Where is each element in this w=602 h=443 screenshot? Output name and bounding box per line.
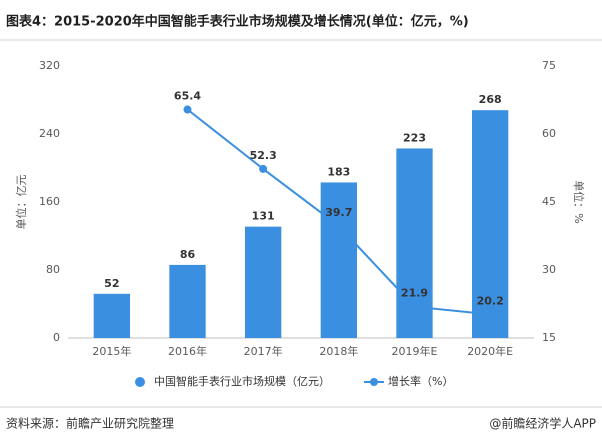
y-axis-label: 单位：亿元 [14, 175, 28, 230]
bar-value-label: 52 [104, 277, 119, 290]
line-value-label: 20.2 [477, 294, 504, 307]
bar [472, 110, 509, 338]
y-tick-label: 240 [39, 127, 60, 140]
legend-label: 中国智能手表行业市场规模（亿元） [154, 374, 330, 388]
line-value-label: 39.7 [325, 206, 352, 219]
growth-point [486, 310, 495, 319]
y2-tick-label: 30 [542, 263, 556, 276]
bar [169, 264, 206, 338]
source: 资料来源：前瞻产业研究院整理 [6, 416, 174, 431]
y-tick-label: 80 [46, 263, 60, 276]
legend-swatch [370, 378, 378, 386]
y2-tick-label: 45 [542, 195, 556, 208]
chart-title: 图表4：2015-2020年中国智能手表行业市场规模及增长情况(单位：亿元，%) [6, 14, 469, 30]
bar-value-label: 131 [252, 210, 275, 223]
bar-value-label: 223 [403, 131, 426, 144]
legend-label: 增长率（%） [388, 374, 453, 388]
y2-axis-label: 单位：% [572, 180, 586, 223]
y2-tick-label: 75 [542, 59, 556, 72]
x-tick-label: 2019年E [392, 344, 438, 358]
bar [93, 293, 130, 338]
bar [320, 182, 357, 338]
x-tick-label: 2018年 [319, 344, 358, 358]
growth-point [259, 164, 268, 173]
x-tick-label: 2020年E [467, 344, 513, 358]
x-tick-label: 2017年 [244, 344, 283, 358]
y-tick-label: 320 [39, 59, 60, 72]
line-value-label: 52.3 [250, 149, 277, 162]
bar-value-label: 86 [180, 248, 196, 261]
x-tick-label: 2016年 [168, 344, 207, 358]
footer: @前瞻经济学人APP [489, 416, 596, 431]
y2-tick-label: 15 [542, 331, 556, 344]
y2-tick-label: 60 [542, 127, 556, 140]
line-value-label: 21.9 [401, 287, 428, 300]
growth-point [410, 302, 419, 311]
y-tick-label: 160 [39, 195, 60, 208]
bar-value-label: 183 [327, 165, 350, 178]
bar [245, 226, 282, 338]
growth-point [334, 222, 343, 231]
growth-point [183, 105, 192, 114]
x-tick-label: 2015年 [92, 344, 131, 358]
y-tick-label: 0 [53, 331, 60, 344]
line-value-label: 65.4 [174, 90, 201, 103]
legend-swatch [135, 377, 145, 387]
bar-value-label: 268 [479, 93, 502, 106]
